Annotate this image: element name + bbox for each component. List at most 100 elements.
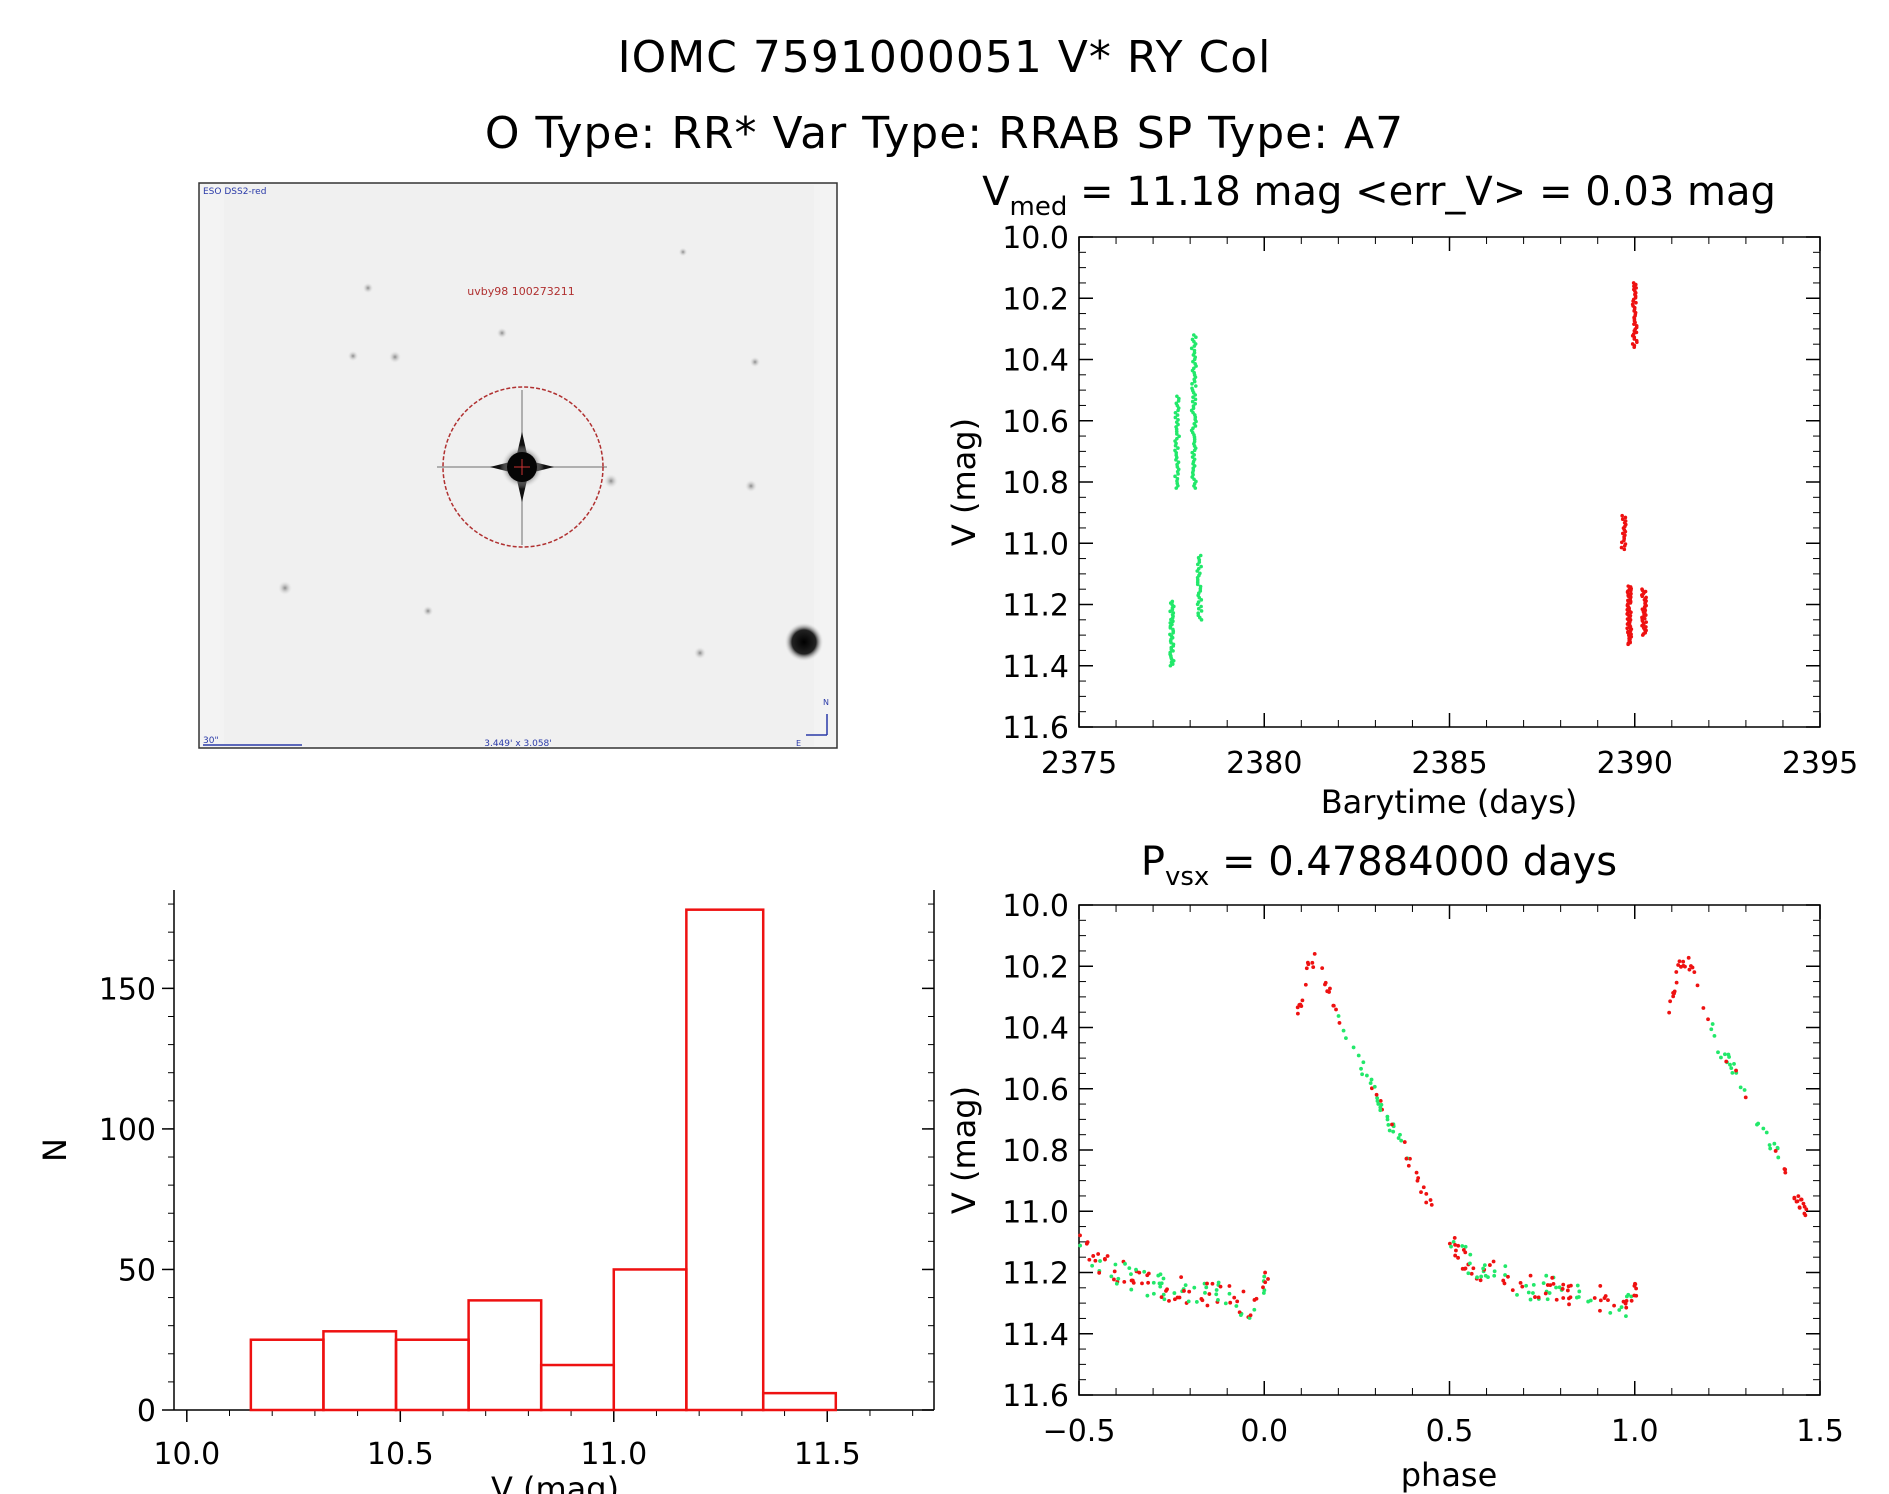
lc-point-green bbox=[1199, 609, 1204, 613]
ph-point bbox=[1360, 1072, 1364, 1077]
ph-point bbox=[1385, 1114, 1390, 1119]
ph-point bbox=[1248, 1313, 1253, 1318]
ph-point bbox=[1161, 1276, 1166, 1281]
ph-point bbox=[1399, 1138, 1404, 1143]
histogram-plot: 10.0 10.5 11.0 11.5 0 50 100 150 V (mag) N bbox=[36, 890, 935, 1494]
ph-point bbox=[1429, 1202, 1434, 1207]
ph-point bbox=[1487, 1263, 1492, 1267]
lightcurve-plot: Vmed = 11.18 mag <err_V> = 0.03 mag 2375… bbox=[945, 169, 1858, 821]
ph-point bbox=[1503, 1273, 1507, 1277]
ph-point bbox=[1447, 1241, 1452, 1246]
lc-ytick-label: 11.4 bbox=[1002, 650, 1069, 685]
ph-point bbox=[1378, 1108, 1383, 1113]
ph-point bbox=[1112, 1277, 1116, 1282]
ph-point bbox=[1486, 1275, 1490, 1280]
lc-point-green bbox=[1194, 335, 1198, 340]
ph-point bbox=[1116, 1276, 1121, 1281]
lc-point-green bbox=[1173, 474, 1177, 479]
ph-point bbox=[1723, 1052, 1727, 1057]
lc-point-green bbox=[1195, 569, 1200, 573]
ph-point bbox=[1151, 1280, 1156, 1285]
ph-point bbox=[1548, 1283, 1553, 1288]
ph-point bbox=[1298, 1002, 1303, 1007]
lc-point-red bbox=[1635, 340, 1639, 345]
ph-point bbox=[1724, 1059, 1729, 1064]
hist-ytick-label: 0 bbox=[137, 1394, 156, 1429]
faint-star bbox=[347, 350, 359, 362]
ph-point bbox=[1385, 1117, 1390, 1122]
ph-point bbox=[1531, 1291, 1535, 1295]
ph-point bbox=[1419, 1190, 1423, 1195]
ph-point bbox=[1266, 1277, 1270, 1281]
ph-point bbox=[1365, 1073, 1369, 1078]
ph-point bbox=[1482, 1263, 1487, 1268]
ph-xtick-label: 1.5 bbox=[1796, 1414, 1844, 1449]
ph-point bbox=[1311, 965, 1316, 969]
ph-point bbox=[1712, 1033, 1717, 1038]
lc-point-green bbox=[1192, 344, 1197, 348]
ph-point bbox=[1172, 1297, 1177, 1302]
ph-point bbox=[1668, 999, 1673, 1004]
ph-point bbox=[1686, 955, 1691, 960]
lc-point-green bbox=[1168, 663, 1173, 668]
phased-ylabel: V (mag) bbox=[945, 1086, 983, 1214]
ph-point bbox=[1402, 1140, 1407, 1144]
ph-point bbox=[1608, 1311, 1613, 1315]
lc-point-green bbox=[1175, 432, 1179, 436]
lc-point-green bbox=[1176, 446, 1180, 450]
lc-point-red bbox=[1626, 642, 1630, 647]
ph-ytick-label: 10.2 bbox=[1002, 950, 1069, 985]
ph-point bbox=[1624, 1305, 1629, 1310]
ph-point bbox=[1112, 1269, 1117, 1274]
ph-point bbox=[1203, 1290, 1207, 1295]
ph-point bbox=[1461, 1247, 1466, 1252]
ph-point bbox=[1424, 1192, 1429, 1196]
ph-point bbox=[1378, 1098, 1383, 1103]
ph-point bbox=[1376, 1102, 1381, 1106]
lc-point-red bbox=[1622, 547, 1627, 552]
lc-point-green bbox=[1190, 399, 1195, 404]
lc-point-red bbox=[1625, 626, 1629, 631]
ph-point bbox=[1471, 1266, 1476, 1271]
lc-point-green bbox=[1190, 382, 1194, 386]
ph-point bbox=[1223, 1301, 1228, 1306]
ph-point bbox=[1551, 1281, 1556, 1286]
ph-point bbox=[1541, 1281, 1546, 1286]
ph-point bbox=[1462, 1266, 1467, 1271]
ph-point bbox=[1764, 1130, 1769, 1135]
lc-point-green bbox=[1177, 434, 1181, 439]
lc-point-red bbox=[1634, 300, 1638, 305]
ph-point bbox=[1466, 1271, 1471, 1276]
ph-point bbox=[1782, 1167, 1787, 1171]
lc-point-green bbox=[1195, 562, 1200, 567]
ph-point bbox=[1192, 1285, 1197, 1290]
page-title-line1: IOMC 7591000051 V* RY Col bbox=[617, 32, 1272, 83]
ph-point bbox=[1518, 1280, 1523, 1285]
ph-point bbox=[1205, 1303, 1210, 1308]
ph-point bbox=[1567, 1302, 1571, 1307]
lc-point-green bbox=[1171, 619, 1175, 624]
ph-point bbox=[1683, 964, 1687, 969]
ph-point bbox=[1586, 1299, 1591, 1304]
ph-point bbox=[1214, 1292, 1219, 1297]
ph-point bbox=[1375, 1099, 1380, 1103]
compass-north: N bbox=[823, 698, 829, 707]
ph-point bbox=[1456, 1243, 1461, 1248]
ph-point bbox=[1761, 1126, 1766, 1131]
lc-xtick-label: 2390 bbox=[1597, 746, 1673, 781]
ph-point bbox=[1554, 1285, 1558, 1290]
ph-point bbox=[1078, 1233, 1082, 1238]
ph-point bbox=[1295, 1011, 1300, 1016]
ph-point bbox=[1742, 1088, 1747, 1092]
lc-ytick-label: 11.2 bbox=[1002, 589, 1069, 624]
ph-ytick-label: 10.0 bbox=[1002, 889, 1069, 924]
lc-point-green bbox=[1175, 413, 1180, 417]
ph-point bbox=[1576, 1295, 1581, 1299]
lc-point-red bbox=[1619, 540, 1624, 545]
ph-point bbox=[1235, 1299, 1240, 1304]
ph-point bbox=[1550, 1275, 1555, 1280]
ph-point bbox=[1621, 1299, 1626, 1304]
faint-star bbox=[693, 646, 707, 660]
hist-ylabel: N bbox=[36, 1138, 74, 1162]
